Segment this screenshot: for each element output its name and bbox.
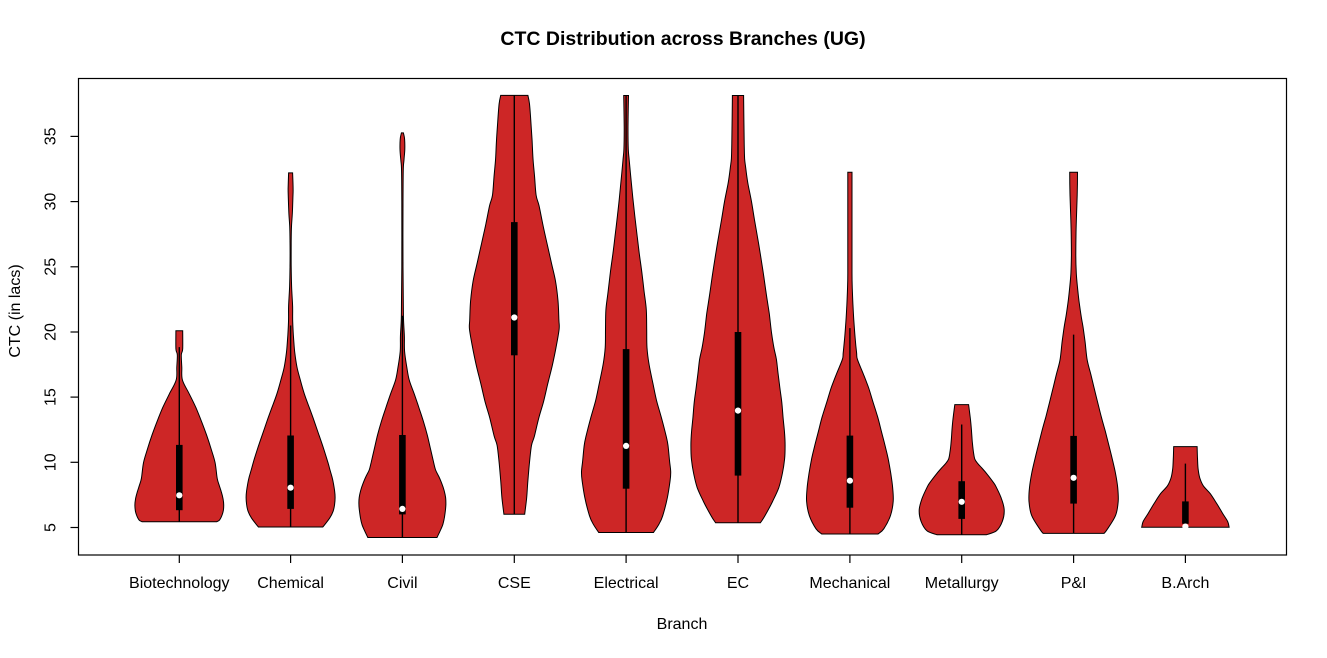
svg-text:20: 20 (43, 323, 60, 341)
svg-text:30: 30 (43, 193, 60, 211)
svg-text:Metallurgy: Metallurgy (925, 575, 999, 592)
svg-text:CSE: CSE (498, 575, 531, 592)
svg-text:P&I: P&I (1061, 575, 1087, 592)
svg-text:Branch: Branch (657, 616, 708, 633)
svg-text:Mechanical: Mechanical (809, 575, 890, 592)
svg-text:Biotechnology: Biotechnology (129, 575, 230, 592)
svg-text:EC: EC (727, 575, 749, 592)
svg-text:15: 15 (43, 388, 60, 406)
svg-text:Chemical: Chemical (257, 575, 324, 592)
svg-text:5: 5 (43, 523, 60, 532)
svg-text:Civil: Civil (387, 575, 417, 592)
svg-text:B.Arch: B.Arch (1161, 575, 1209, 592)
svg-text:10: 10 (43, 453, 60, 471)
svg-text:35: 35 (43, 127, 60, 145)
svg-text:CTC (in lacs): CTC (in lacs) (7, 264, 24, 357)
svg-text:Electrical: Electrical (594, 575, 659, 592)
svg-text:25: 25 (43, 258, 60, 276)
svg-text:CTC Distribution across Branch: CTC Distribution across Branches (UG) (500, 28, 865, 50)
